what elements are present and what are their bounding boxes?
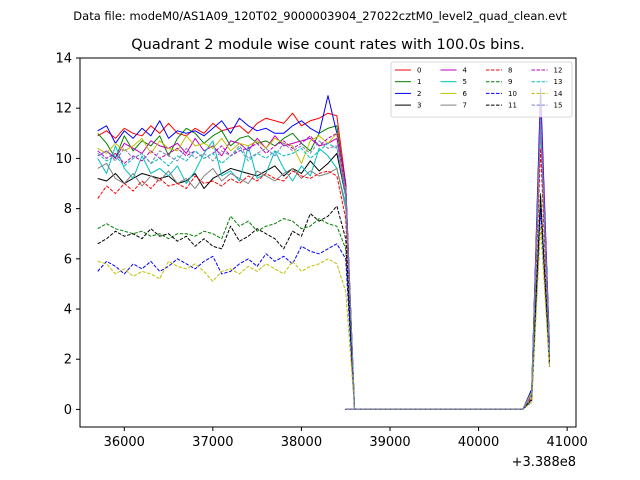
legend-label-0: 0 <box>417 67 421 75</box>
legend-label-1: 1 <box>417 78 421 86</box>
legend-label-8: 8 <box>508 67 512 75</box>
y-tick-label: 14 <box>55 52 72 67</box>
legend-label-2: 2 <box>417 90 421 98</box>
x-axis-offset-label: +3.388e8 <box>512 455 576 470</box>
series-line-15 <box>97 120 550 410</box>
y-tick-label: 2 <box>64 353 72 368</box>
y-tick-label: 12 <box>55 102 72 117</box>
y-tick-label: 10 <box>55 152 72 167</box>
legend-label-4: 4 <box>463 67 468 75</box>
legend-label-12: 12 <box>554 67 563 75</box>
x-tick-label: 41000 <box>546 435 587 450</box>
x-tick-label: 40000 <box>458 435 499 450</box>
x-tick-label: 36000 <box>104 435 145 450</box>
legend-label-6: 6 <box>463 90 468 98</box>
legend-label-14: 14 <box>554 90 563 98</box>
x-tick-label: 37000 <box>192 435 233 450</box>
legend-label-13: 13 <box>554 78 563 86</box>
x-tick-label: 38000 <box>281 435 322 450</box>
chart-title: Quadrant 2 module wise count rates with … <box>131 37 525 53</box>
y-tick-label: 4 <box>64 303 72 318</box>
series-line-14 <box>97 225 550 410</box>
legend-label-15: 15 <box>554 102 563 110</box>
legend-label-9: 9 <box>508 78 512 86</box>
x-axis: 36000 37000 38000 39000 40000 41000 <box>104 427 588 450</box>
y-tick-label: 6 <box>64 252 72 267</box>
legend-box <box>390 61 573 118</box>
legend-label-10: 10 <box>508 90 517 98</box>
y-tick-label: 0 <box>64 403 72 418</box>
series-layer <box>97 87 550 410</box>
x-tick-label: 39000 <box>369 435 410 450</box>
legend-label-5: 5 <box>463 78 467 86</box>
plot-frame <box>79 57 577 428</box>
series-line-13 <box>97 117 550 410</box>
series-line-11 <box>97 195 550 410</box>
legend-label-11: 11 <box>508 102 517 110</box>
legend-label-7: 7 <box>463 102 467 110</box>
y-axis: 0 2 4 6 8 10 12 14 <box>55 52 80 418</box>
y-tick-label: 8 <box>64 202 72 217</box>
figure-suptitle: Data file: modeM0/AS1A09_120T02_90000039… <box>73 9 567 23</box>
legend-label-3: 3 <box>417 102 421 110</box>
